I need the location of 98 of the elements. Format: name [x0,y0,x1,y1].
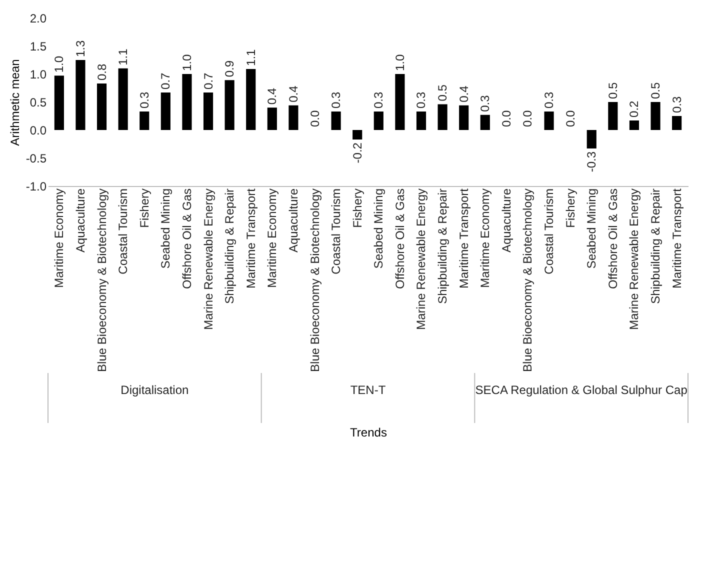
x-tick-label: Maritime Economy [265,188,280,288]
bar [96,84,107,130]
bar [246,68,256,130]
data-label: 0.4 [265,88,280,105]
bar [76,60,86,130]
data-label: 1.1 [116,48,130,66]
bar [438,104,448,130]
y-tick-label: 2.0 [30,12,47,26]
x-tick-label: Shipbuilding & Repair [648,188,663,304]
bar [182,74,192,130]
x-tick-label: Maritime Economy [52,188,66,288]
x-tick-label: Coastal Tourism [116,188,130,274]
x-tick-label: Maritime Transport [670,188,684,289]
bar [629,120,640,130]
data-label: 1.3 [73,40,88,57]
bar [224,80,234,130]
bar [672,116,682,130]
bar [140,112,150,130]
x-tick-label: Coastal Tourism [542,188,556,274]
bar [374,112,384,130]
data-label: 0.4 [286,85,300,102]
data-label: -0.2 [350,142,364,164]
data-label: 1.1 [244,48,258,66]
x-tick-label: Maritime Economy [478,188,492,288]
data-label: 0.7 [158,72,173,90]
x-axis-title: Trends [350,426,387,440]
bar [459,105,469,130]
data-label: 0.5 [606,82,620,99]
data-label: 1.0 [52,56,66,73]
data-label: 0.0 [563,110,578,127]
data-label: 0.5 [436,84,450,102]
data-label: 0.9 [222,60,237,78]
data-label: 0.7 [201,72,216,90]
bar [544,112,554,130]
bar [416,112,426,130]
x-tick-label: Offshore Oil & Gas [180,188,194,289]
x-tick-label: Offshore Oil & Gas [392,188,407,289]
data-label: 0.2 [627,100,642,118]
bar [54,76,64,130]
data-label: 0.3 [478,94,492,112]
x-tick-label: Seabed Mining [584,188,599,269]
data-label: 0.8 [94,64,109,81]
x-tick-label: Fishery [563,188,578,228]
x-tick-label: Blue Bioeconomy & Biotechnology [308,188,322,372]
x-tick-label: Fishery [137,188,152,228]
data-label: 0.0 [499,110,514,127]
data-label: -0.3 [584,151,599,172]
x-tick-label: Maritime Transport [456,188,471,289]
x-tick-label: Coastal Tourism [329,188,344,274]
x-tick-label: Seabed Mining [158,188,173,269]
data-label: 0.3 [542,92,556,109]
y-axis-title: Arithmetic mean [8,59,22,146]
data-label: 0.4 [456,85,471,102]
data-label: 0.3 [329,92,344,109]
x-tick-label: Marine Renewable Energy [627,188,642,330]
bar [331,112,341,130]
y-tick-label: 0.0 [30,124,47,138]
bar [608,102,618,130]
bar [288,105,298,130]
x-tick-label: Shipbuilding & Repair [222,188,237,304]
x-tick-label: Shipbuilding & Repair [436,188,450,304]
x-tick-label: Blue Bioeconomy & Biotechnology [94,188,109,372]
bar [480,114,490,130]
y-tick-label: 0.5 [30,96,47,110]
data-label: 0.5 [648,82,663,99]
bar [160,92,170,130]
data-label: 1.0 [392,54,407,71]
bar [118,68,128,130]
text: Digitalisation [120,383,189,397]
y-tick-label: -1.0 [26,180,47,194]
x-tick-label: Fishery [350,188,364,228]
bar [203,92,214,130]
bar [352,130,362,140]
bar [395,74,405,130]
data-label: 0.3 [670,96,684,113]
x-tick-label: Aquaculture [73,188,88,253]
y-tick-label: -0.5 [26,152,47,166]
x-tick-label: Offshore Oil & Gas [606,188,620,289]
x-tick-label: Marine Renewable Energy [414,188,428,330]
x-tick-label: Marine Renewable Energy [201,188,216,330]
data-label: 0.0 [308,110,322,127]
text: TEN-T [350,383,386,397]
data-label: 0.0 [520,110,535,127]
bar [650,102,660,130]
data-label: 1.0 [180,54,194,71]
data-label: 0.3 [414,92,428,109]
x-tick-label: Aquaculture [499,188,514,253]
data-label: 0.3 [372,92,386,109]
y-tick-label: 1.5 [30,40,47,54]
x-tick-label: Aquaculture [286,188,300,253]
x-tick-label: Blue Bioeconomy & Biotechnology [520,188,535,372]
bar [586,130,596,148]
text: SECA Regulation & Global Sulphur Cap [475,383,688,397]
x-tick-label: Maritime Transport [244,188,258,289]
x-tick-label: Seabed Mining [372,188,386,269]
data-label: 0.3 [137,92,152,109]
y-tick-label: 1.0 [30,68,47,82]
bar [267,108,277,130]
